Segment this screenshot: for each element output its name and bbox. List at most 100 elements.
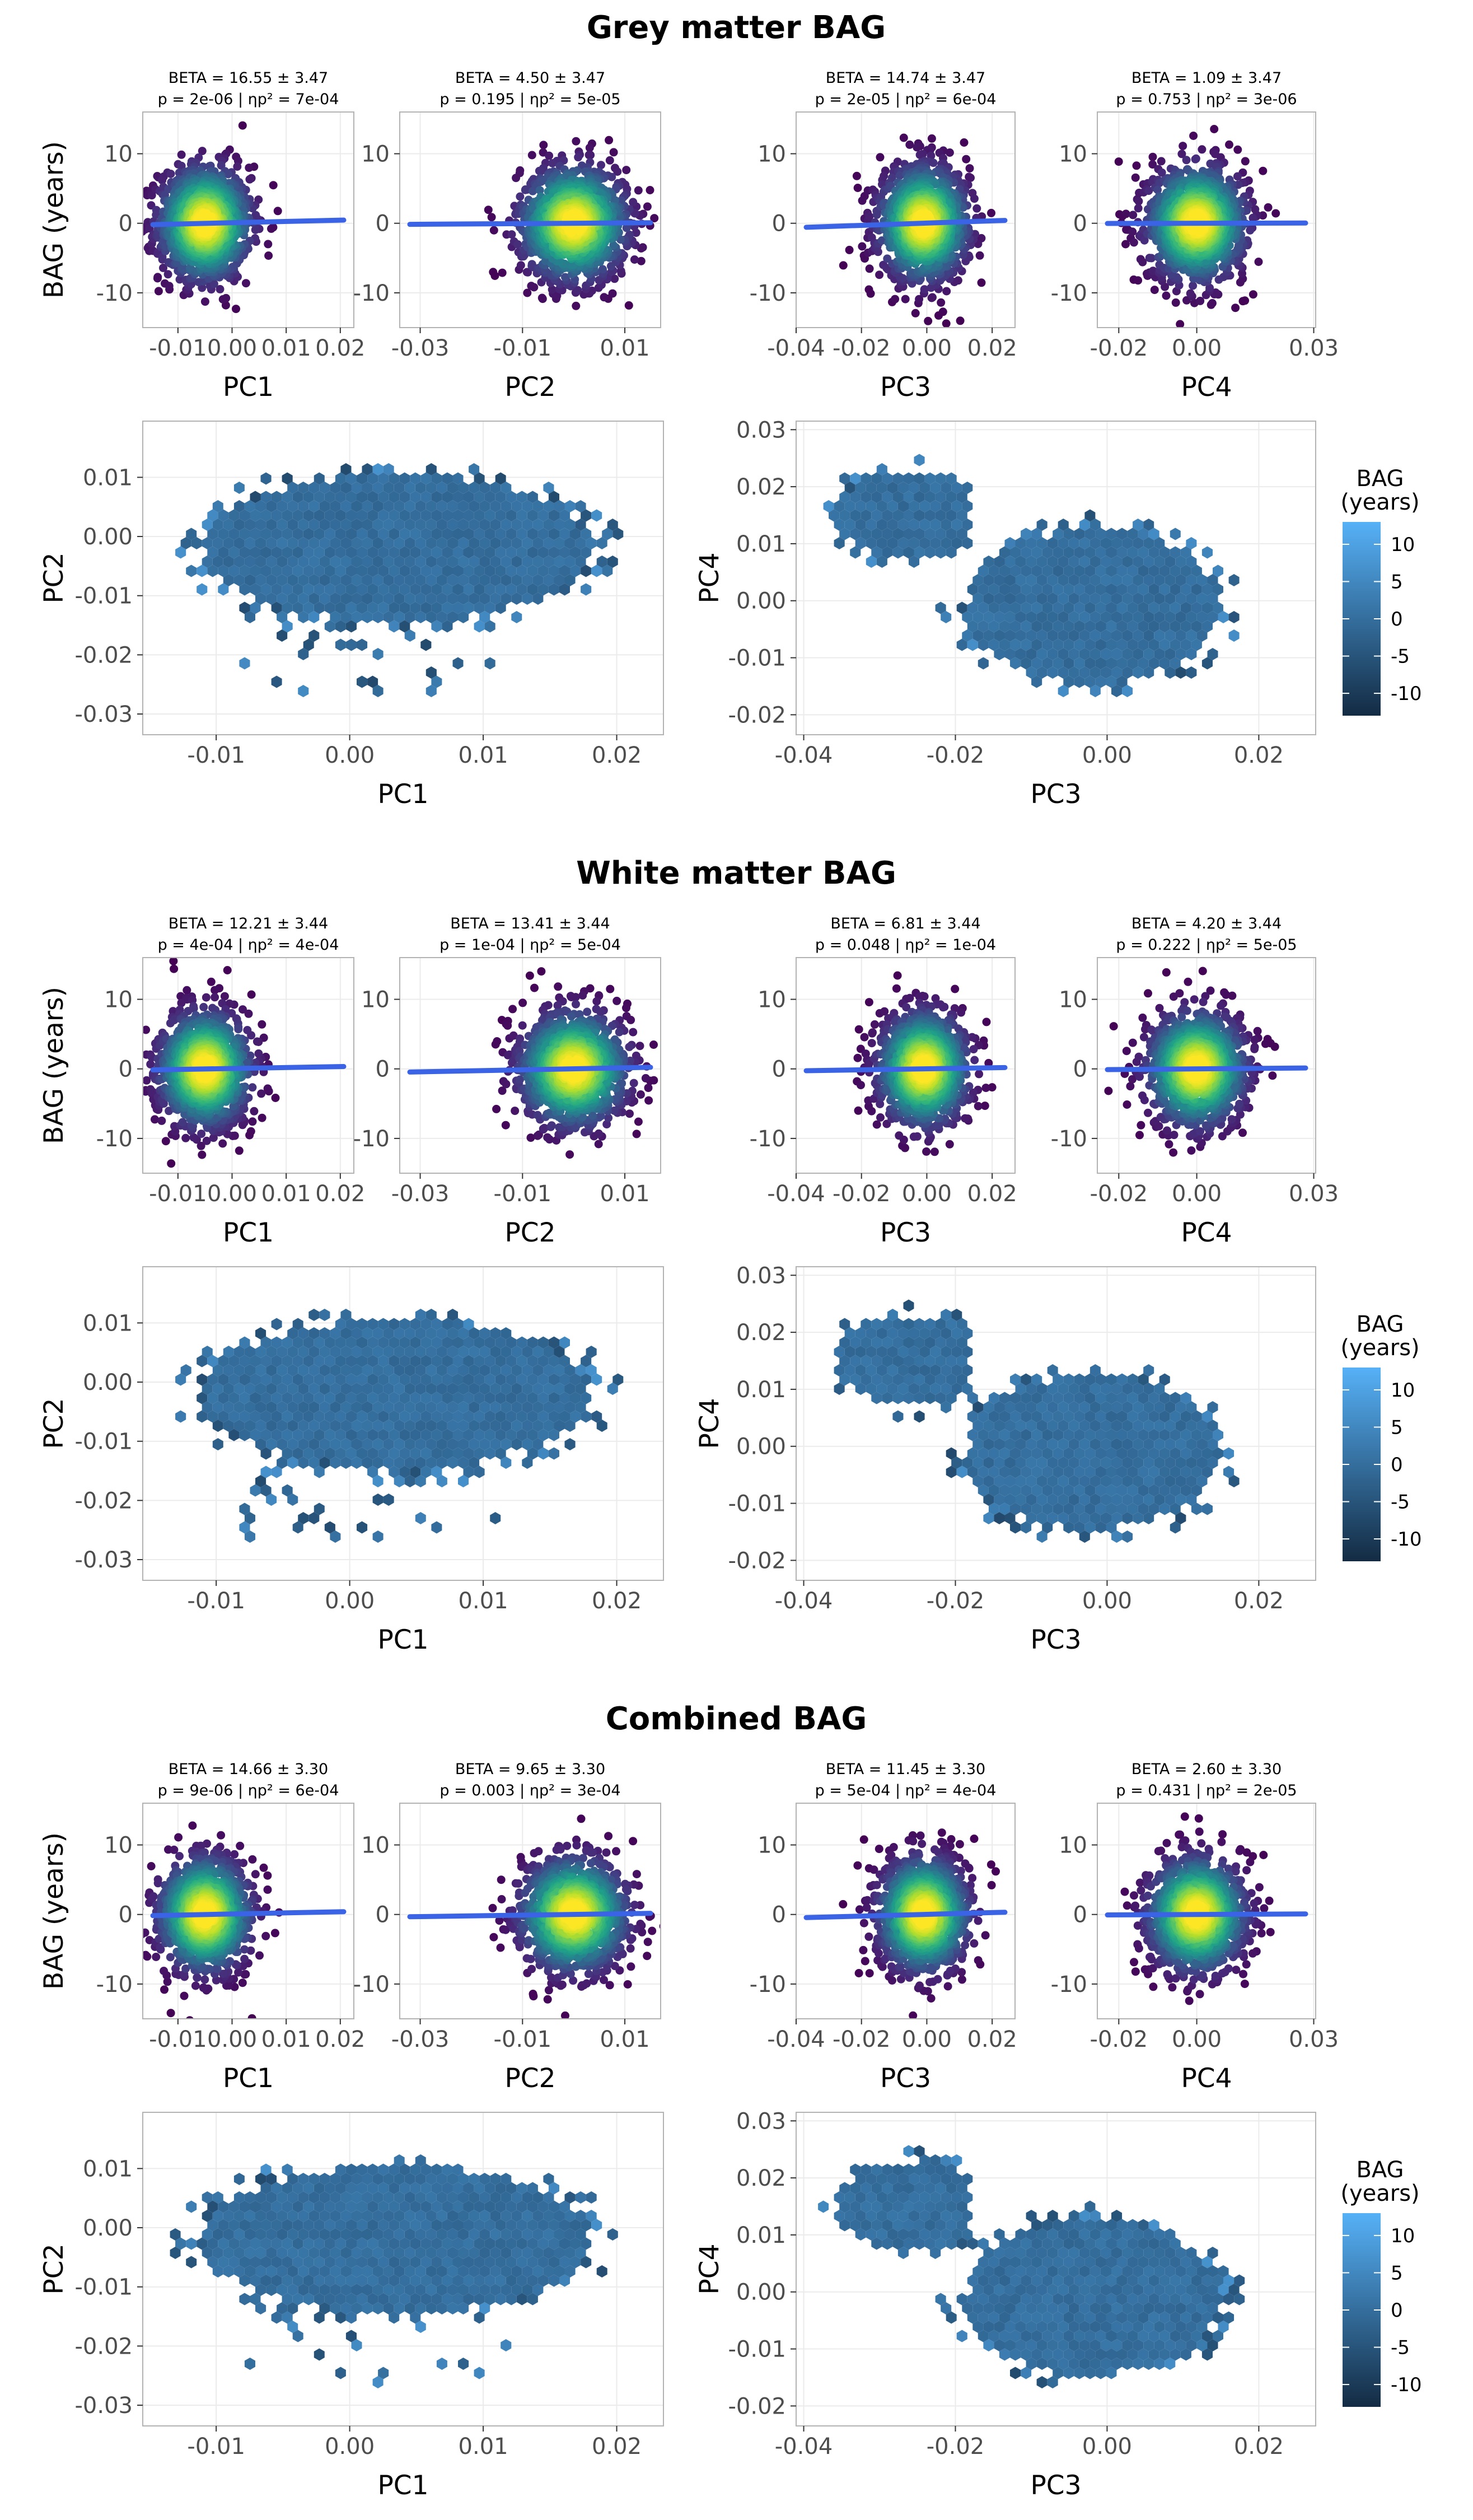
scatter-border <box>142 111 354 328</box>
y-tick-label: -0.01 <box>75 1429 133 1455</box>
x-tick-label: 0.01 <box>459 1588 508 1614</box>
y-tick-label: -10 <box>96 1972 133 1998</box>
y-tick-label: 0 <box>772 211 786 237</box>
y-tick-label: 0.01 <box>736 531 786 557</box>
y-tick-label: 0.01 <box>83 2156 133 2182</box>
legend-title-line2: (years) <box>1340 489 1419 515</box>
x-tick-label: -0.03 <box>391 1181 450 1207</box>
y-tick-label: 10 <box>104 987 133 1013</box>
x-tick-label: 0.00 <box>902 2027 952 2052</box>
x-tick-label: 0.02 <box>1234 743 1284 768</box>
x-tick-label: 0.03 <box>1289 1181 1339 1207</box>
beta-label: BETA = 9.65 ± 3.30 <box>455 1761 605 1778</box>
x-tick-label: 0.00 <box>1172 1181 1222 1207</box>
scatter-panel-pc1: BETA = 14.66 ± 3.30 p = 9e-06 | ηp² = 6e-… <box>96 1761 366 2094</box>
y-tick-label: -0.02 <box>75 2334 133 2359</box>
x-tick-label: 0.01 <box>600 335 650 361</box>
x-tick-label: 0.00 <box>207 335 257 361</box>
p-value-label: p = 1e-04 | ηp² = 5e-04 <box>439 936 621 954</box>
y-tick-label: 0 <box>119 1902 133 1928</box>
x-tick-label: -0.02 <box>1090 1181 1148 1207</box>
scatter-y-axis-title: BAG (years) <box>39 987 69 1144</box>
y-axis-title: PC2 <box>39 552 69 603</box>
y-tick-label: -10 <box>750 1972 786 1998</box>
x-axis-title: PC2 <box>504 1217 555 1248</box>
x-tick-label: 0.02 <box>315 335 365 361</box>
x-tick-label: 0.00 <box>1082 743 1132 768</box>
hexbin-cells <box>823 454 1240 697</box>
scatter-border <box>142 1803 354 2019</box>
y-tick-label: 10 <box>1059 1833 1087 1859</box>
y-axis-title: PC2 <box>39 1398 69 1449</box>
y-tick-label: -0.01 <box>728 2337 787 2363</box>
x-tick-label: 0.00 <box>902 335 952 361</box>
y-tick-label: -0.03 <box>75 702 133 727</box>
beta-label: BETA = 13.41 ± 3.44 <box>450 915 610 932</box>
legend-title-line1: BAG <box>1356 2157 1404 2183</box>
regression-line <box>150 1909 347 1919</box>
y-tick-label: 0.00 <box>83 524 133 550</box>
p-value-label: p = 4e-04 | ηp² = 4e-04 <box>158 936 339 954</box>
legend-tick-label: -10 <box>1391 683 1422 705</box>
y-tick-label: 0.01 <box>83 465 133 491</box>
scatter-panel-pc2: BETA = 9.65 ± 3.30 p = 0.003 | ηp² = 3e-0… <box>353 1761 661 2094</box>
p-value-label: p = 0.003 | ηp² = 3e-04 <box>439 1782 620 1799</box>
x-tick-label: -0.02 <box>927 743 985 768</box>
y-tick-label: 10 <box>104 1833 133 1859</box>
p-value-label: p = 0.431 | ηp² = 2e-05 <box>1116 1782 1297 1799</box>
x-tick-label: 0.00 <box>1172 335 1222 361</box>
x-tick-label: 0.01 <box>600 1181 650 1207</box>
y-tick-label: -0.02 <box>75 642 133 668</box>
y-tick-label: -0.03 <box>75 2393 133 2419</box>
regression-line <box>1105 1911 1308 1918</box>
p-value-label: p = 2e-06 | ηp² = 7e-04 <box>158 91 339 108</box>
p-value-label: p = 0.753 | ηp² = 3e-06 <box>1116 91 1297 108</box>
x-axis-title: PC3 <box>880 372 931 403</box>
regression-line <box>803 1065 1008 1074</box>
y-tick-label: 0.02 <box>736 1320 786 1346</box>
hexbin-panel-pc1-pc2: -0.01 0.00 0.01 0.02 0.01 0.00 -0.01 -0.02 -0.03… <box>39 1266 664 1655</box>
x-tick-label: -0.02 <box>927 1588 985 1614</box>
x-tick-label: 0.00 <box>1082 1588 1132 1614</box>
scatter-points <box>1114 125 1280 328</box>
legend-tick-label: -5 <box>1391 1491 1410 1514</box>
scatter-panel-pc4: BETA = 4.20 ± 3.44 p = 0.222 | ηp² = 5e-0… <box>1051 915 1339 1248</box>
section-3: Combined BAG BETA = 14.66 ± 3.30 p = 9e-06… <box>39 1701 1422 2501</box>
scatter-panel-pc1: BETA = 16.55 ± 3.47 p = 2e-06 | ηp² = 7e-… <box>96 69 366 403</box>
beta-label: BETA = 6.81 ± 3.44 <box>830 915 980 932</box>
y-tick-label: 0 <box>376 211 390 237</box>
legend-tick-label: 5 <box>1391 1416 1403 1439</box>
x-axis-title: PC3 <box>880 2063 931 2094</box>
x-tick-label: 0.01 <box>261 1181 311 1207</box>
p-value-label: p = 0.048 | ηp² = 1e-04 <box>815 936 996 954</box>
p-value-label: p = 5e-04 | ηp² = 4e-04 <box>815 1782 997 1799</box>
scatter-border <box>142 957 354 1174</box>
x-tick-label: -0.01 <box>494 1181 552 1207</box>
x-tick-label: -0.01 <box>187 743 245 768</box>
y-tick-label: 0 <box>119 1057 133 1082</box>
hexbin-panel-pc1-pc2: -0.01 0.00 0.01 0.02 0.01 0.00 -0.01 -0.02 -0.03… <box>39 2112 664 2501</box>
x-tick-label: 0.01 <box>261 335 311 361</box>
y-axis-title: PC4 <box>694 2243 725 2294</box>
x-tick-label: -0.03 <box>391 2027 450 2052</box>
x-tick-label: 0.00 <box>207 2027 257 2052</box>
x-tick-label: -0.02 <box>833 335 891 361</box>
hexbin-border <box>796 421 1316 735</box>
x-tick-label: 0.02 <box>1234 2434 1284 2460</box>
scatter-border <box>399 111 661 328</box>
section-title: Combined BAG <box>606 1701 867 1737</box>
scatter-panel-pc2: BETA = 13.41 ± 3.44 p = 1e-04 | ηp² = 5e-… <box>353 915 661 1248</box>
x-tick-label: -0.02 <box>1090 335 1148 361</box>
x-tick-label: 0.01 <box>459 2434 508 2460</box>
y-tick-label: 10 <box>1059 142 1087 167</box>
x-tick-label: -0.04 <box>775 743 833 768</box>
regression-line <box>407 220 653 227</box>
scatter-points <box>488 1814 661 2019</box>
x-tick-label: 0.02 <box>315 2027 365 2052</box>
regression-line <box>1105 1065 1308 1072</box>
hexbin-border <box>796 2112 1316 2426</box>
p-value-label: p = 0.222 | ηp² = 5e-05 <box>1116 936 1297 954</box>
beta-label: BETA = 4.20 ± 3.44 <box>1131 915 1282 932</box>
scatter-border <box>1097 111 1316 328</box>
x-axis-title: PC1 <box>223 372 274 403</box>
